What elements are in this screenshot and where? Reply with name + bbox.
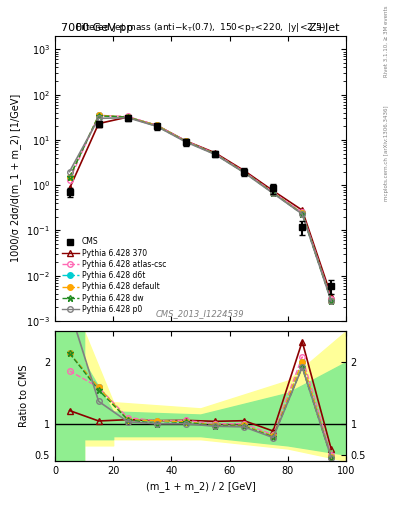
Pythia 6.428 atlas-csc [154,122,159,129]
Pythia 6.428 atlas-csc [213,151,217,157]
Pythia 6.428 d6t [329,297,334,304]
Y-axis label: 1000/σ 2dσ/d(m_1 + m_2) [1/GeV]: 1000/σ 2dσ/d(m_1 + m_2) [1/GeV] [10,94,20,263]
Pythia 6.428 atlas-csc [125,113,130,119]
Text: Rivet 3.1.10, ≥ 3M events: Rivet 3.1.10, ≥ 3M events [384,5,389,77]
Pythia 6.428 dw [300,211,305,217]
Line: Pythia 6.428 default: Pythia 6.428 default [67,113,334,304]
Pythia 6.428 atlas-csc [67,177,72,183]
Pythia 6.428 370 [242,167,246,174]
Pythia 6.428 dw [154,123,159,130]
Pythia 6.428 default [271,189,275,196]
Pythia 6.428 370 [329,293,334,300]
Pythia 6.428 p0 [271,190,275,197]
Line: Pythia 6.428 atlas-csc: Pythia 6.428 atlas-csc [67,113,334,302]
Pythia 6.428 atlas-csc [96,112,101,118]
Pythia 6.428 370 [271,188,275,194]
Pythia 6.428 dw [125,114,130,120]
Pythia 6.428 default [125,114,130,120]
Pythia 6.428 default [184,138,188,144]
Pythia 6.428 370 [96,120,101,126]
Pythia 6.428 d6t [213,151,217,157]
Pythia 6.428 default [213,151,217,157]
Pythia 6.428 dw [213,151,217,157]
Line: Pythia 6.428 dw: Pythia 6.428 dw [66,113,335,305]
Pythia 6.428 370 [125,114,130,120]
Pythia 6.428 p0 [67,168,72,175]
Pythia 6.428 atlas-csc [300,209,305,216]
Pythia 6.428 dw [271,190,275,196]
Legend: CMS, Pythia 6.428 370, Pythia 6.428 atlas-csc, Pythia 6.428 d6t, Pythia 6.428 de: CMS, Pythia 6.428 370, Pythia 6.428 atla… [59,234,169,317]
Pythia 6.428 370 [154,122,159,129]
Pythia 6.428 d6t [154,122,159,129]
Text: CMS_2013_I1224539: CMS_2013_I1224539 [156,309,245,318]
Pythia 6.428 p0 [242,169,246,176]
Pythia 6.428 d6t [184,138,188,144]
Pythia 6.428 atlas-csc [271,189,275,195]
Pythia 6.428 dw [184,138,188,144]
Pythia 6.428 d6t [125,114,130,120]
Text: 7000 GeV pp: 7000 GeV pp [61,23,133,33]
Y-axis label: Ratio to CMS: Ratio to CMS [19,365,29,428]
Line: Pythia 6.428 d6t: Pythia 6.428 d6t [67,113,334,304]
Pythia 6.428 370 [300,207,305,213]
Pythia 6.428 atlas-csc [329,296,334,303]
Pythia 6.428 dw [96,113,101,119]
Text: Z+Jet: Z+Jet [309,23,340,33]
Title: Filtered jet mass $\mathregular{(anti\!-\!k_T(0.7),\ 150\!<\!p_T\!<\!220,\ |y|\!: Filtered jet mass $\mathregular{(anti\!-… [75,22,326,34]
Pythia 6.428 p0 [96,115,101,121]
Pythia 6.428 default [300,210,305,216]
Pythia 6.428 d6t [96,112,101,118]
Pythia 6.428 default [329,297,334,304]
Pythia 6.428 p0 [213,151,217,157]
Line: Pythia 6.428 p0: Pythia 6.428 p0 [67,115,334,304]
Line: Pythia 6.428 370: Pythia 6.428 370 [67,114,334,299]
Pythia 6.428 dw [329,298,334,305]
Pythia 6.428 atlas-csc [184,138,188,144]
Pythia 6.428 default [96,112,101,118]
Pythia 6.428 d6t [242,169,246,175]
Pythia 6.428 p0 [184,139,188,145]
Pythia 6.428 370 [67,185,72,191]
Pythia 6.428 dw [242,169,246,176]
Pythia 6.428 p0 [300,211,305,217]
Pythia 6.428 default [67,174,72,180]
Pythia 6.428 p0 [125,115,130,121]
Pythia 6.428 p0 [154,123,159,130]
Pythia 6.428 p0 [329,298,334,305]
Pythia 6.428 default [154,122,159,129]
Pythia 6.428 default [242,169,246,175]
X-axis label: (m_1 + m_2) / 2 [GeV]: (m_1 + m_2) / 2 [GeV] [145,481,255,492]
Pythia 6.428 d6t [67,174,72,180]
Pythia 6.428 370 [184,138,188,144]
Text: mcplots.cern.ch [arXiv:1306.3436]: mcplots.cern.ch [arXiv:1306.3436] [384,106,389,201]
Pythia 6.428 d6t [300,210,305,216]
Pythia 6.428 370 [213,150,217,156]
Pythia 6.428 dw [67,174,72,180]
Pythia 6.428 atlas-csc [242,168,246,175]
Pythia 6.428 d6t [271,189,275,196]
